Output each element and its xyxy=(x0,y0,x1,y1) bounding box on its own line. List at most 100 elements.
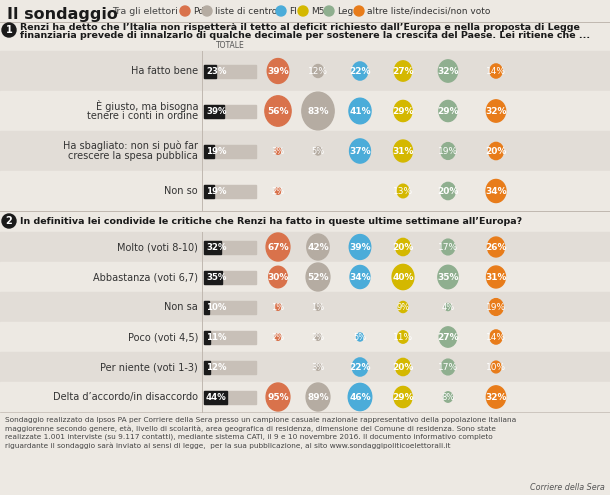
Text: maggiorenne secondo genere, età, livello di scolarità, area geografica di reside: maggiorenne secondo genere, età, livello… xyxy=(5,426,496,432)
Text: 22%: 22% xyxy=(350,66,371,76)
Text: Abbastanza (voti 6,7): Abbastanza (voti 6,7) xyxy=(93,272,198,282)
Text: 14%: 14% xyxy=(486,333,506,342)
Text: Ha sbagliato: non si può far: Ha sbagliato: non si può far xyxy=(63,141,198,151)
Ellipse shape xyxy=(398,301,408,312)
Text: 83%: 83% xyxy=(307,106,329,115)
Text: 31%: 31% xyxy=(392,147,414,155)
Bar xyxy=(204,300,256,313)
Text: 17%: 17% xyxy=(438,362,458,372)
Text: 20%: 20% xyxy=(392,362,414,372)
Text: 27%: 27% xyxy=(392,66,414,76)
Ellipse shape xyxy=(395,239,411,255)
Text: 23%: 23% xyxy=(206,66,226,76)
Text: 11%: 11% xyxy=(393,333,413,342)
Text: 40%: 40% xyxy=(392,273,414,282)
Ellipse shape xyxy=(306,263,330,291)
Text: 27%: 27% xyxy=(437,333,459,342)
Bar xyxy=(0,352,610,382)
Ellipse shape xyxy=(398,331,408,343)
Ellipse shape xyxy=(394,100,412,122)
Text: Pd: Pd xyxy=(193,6,204,15)
Text: 89%: 89% xyxy=(307,393,329,401)
Bar xyxy=(204,241,221,253)
Text: Per niente (voti 1-3): Per niente (voti 1-3) xyxy=(100,362,198,372)
Text: Non so: Non so xyxy=(164,186,198,196)
Text: 42%: 42% xyxy=(307,243,329,251)
Ellipse shape xyxy=(315,334,321,341)
Circle shape xyxy=(202,6,212,16)
Bar xyxy=(204,360,210,374)
Ellipse shape xyxy=(393,140,412,162)
Ellipse shape xyxy=(348,383,371,411)
Text: 67%: 67% xyxy=(267,243,289,251)
Text: 56%: 56% xyxy=(267,106,289,115)
Text: 32%: 32% xyxy=(206,243,226,251)
Text: 19%: 19% xyxy=(206,187,226,196)
Text: altre liste/indecisi/non voto: altre liste/indecisi/non voto xyxy=(367,6,490,15)
Bar xyxy=(204,331,256,344)
Bar xyxy=(0,131,610,171)
Text: 1: 1 xyxy=(5,25,12,35)
Ellipse shape xyxy=(440,182,456,199)
Text: 44%: 44% xyxy=(206,393,227,401)
Text: Renzi ha detto che l’Italia non rispetterà il tetto al deficit richiesto dall’Eu: Renzi ha detto che l’Italia non rispette… xyxy=(20,22,580,32)
Ellipse shape xyxy=(486,100,506,122)
Text: 31%: 31% xyxy=(485,273,507,282)
Bar xyxy=(0,171,610,211)
Text: 20%: 20% xyxy=(486,147,507,155)
Ellipse shape xyxy=(315,303,321,310)
Ellipse shape xyxy=(267,58,289,84)
Text: 37%: 37% xyxy=(349,147,371,155)
Text: 4%: 4% xyxy=(442,302,454,311)
Bar xyxy=(204,270,222,284)
Text: 20%: 20% xyxy=(437,187,459,196)
Ellipse shape xyxy=(439,100,457,122)
Text: 1%: 1% xyxy=(311,302,325,311)
Ellipse shape xyxy=(490,330,502,344)
Bar xyxy=(204,360,256,374)
Ellipse shape xyxy=(441,239,455,255)
Ellipse shape xyxy=(275,148,281,154)
Text: 22%: 22% xyxy=(350,362,371,372)
Text: 12%: 12% xyxy=(206,362,226,372)
Text: 14%: 14% xyxy=(486,66,506,76)
Bar xyxy=(204,185,214,198)
Text: 19%: 19% xyxy=(438,147,458,155)
Ellipse shape xyxy=(356,333,364,341)
Ellipse shape xyxy=(439,60,458,82)
Circle shape xyxy=(180,6,190,16)
Text: 39%: 39% xyxy=(349,243,371,251)
Text: Sondaggio realizzato da Ipsos PA per Corriere della Sera presso un campione casu: Sondaggio realizzato da Ipsos PA per Cor… xyxy=(5,417,516,423)
Bar xyxy=(204,270,256,284)
Text: 19%: 19% xyxy=(206,147,226,155)
Ellipse shape xyxy=(315,364,321,370)
Text: 2%: 2% xyxy=(311,333,325,342)
Ellipse shape xyxy=(394,61,412,81)
Text: finanziaria prevede di innalzarlo di qualche decimale per sostenere la crescita : finanziaria prevede di innalzarlo di qua… xyxy=(20,32,590,41)
Ellipse shape xyxy=(349,98,371,124)
Text: tenere i conti in ordine: tenere i conti in ordine xyxy=(87,111,198,121)
Text: 35%: 35% xyxy=(437,273,459,282)
Bar xyxy=(0,292,610,322)
Text: Ha fatto bene: Ha fatto bene xyxy=(131,66,198,76)
Text: 10%: 10% xyxy=(486,362,506,372)
Text: 29%: 29% xyxy=(437,106,459,115)
Text: 39%: 39% xyxy=(267,66,289,76)
Text: Poco (voti 4,5): Poco (voti 4,5) xyxy=(127,332,198,342)
Text: Corriere della Sera: Corriere della Sera xyxy=(530,483,605,492)
Text: Delta d’accordo/in disaccordo: Delta d’accordo/in disaccordo xyxy=(53,392,198,402)
Bar xyxy=(204,185,256,198)
Ellipse shape xyxy=(392,264,414,290)
Bar xyxy=(204,145,256,157)
Bar xyxy=(0,51,610,91)
Text: realizzate 1.001 interviste (su 9.117 contatti), mediante sistema CATI, il 9 e 1: realizzate 1.001 interviste (su 9.117 co… xyxy=(5,434,493,441)
Ellipse shape xyxy=(489,143,503,159)
Circle shape xyxy=(2,23,16,37)
Ellipse shape xyxy=(441,359,455,375)
Text: 39%: 39% xyxy=(206,106,226,115)
Ellipse shape xyxy=(312,64,324,78)
Ellipse shape xyxy=(487,237,504,257)
Ellipse shape xyxy=(350,235,371,259)
Ellipse shape xyxy=(397,184,409,198)
Text: 17%: 17% xyxy=(438,243,458,251)
